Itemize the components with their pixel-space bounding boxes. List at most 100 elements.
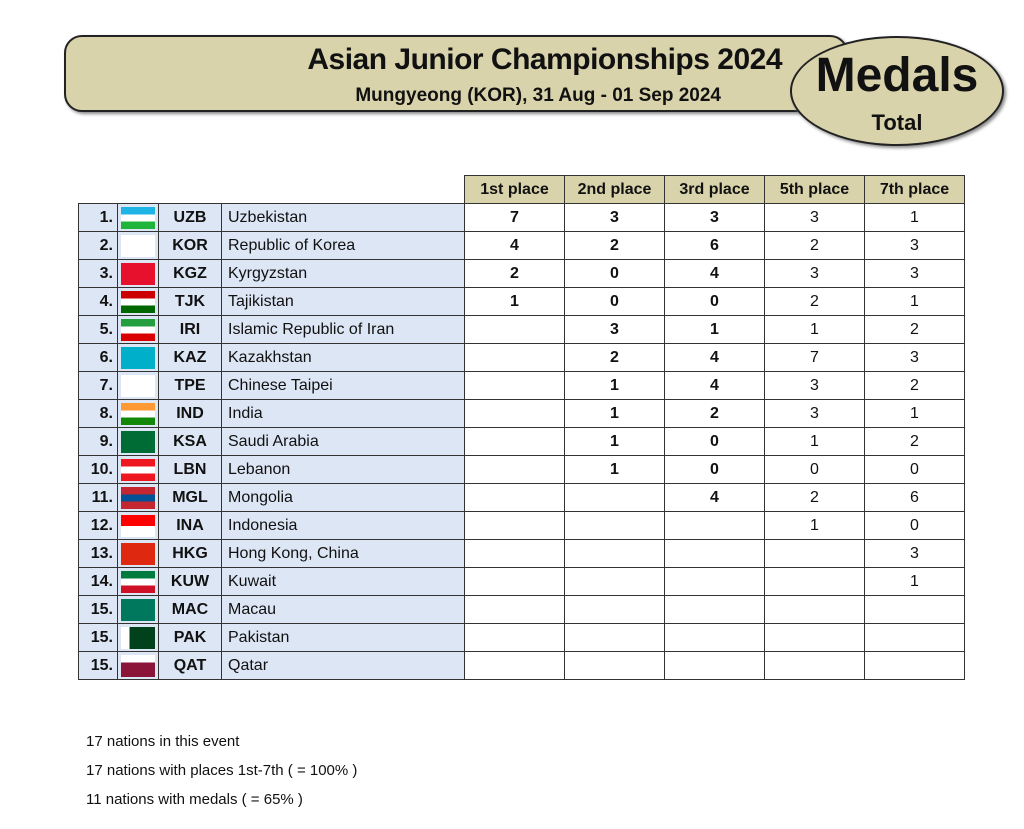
medal-count: 4 xyxy=(464,231,565,260)
flag-icon xyxy=(121,486,155,509)
country-code: QAT xyxy=(158,651,222,680)
medals-table: 1st place 2nd place 3rd place 5th place 7th … xyxy=(78,175,965,680)
medal-count xyxy=(664,623,765,652)
flag-cell xyxy=(117,595,159,624)
badge-subtitle: Total xyxy=(871,110,923,135)
medal-count: 0 xyxy=(864,511,965,540)
medal-count: 2 xyxy=(764,483,865,512)
rank: 14. xyxy=(78,567,118,596)
medal-count: 1 xyxy=(864,287,965,316)
medal-count: 3 xyxy=(664,203,765,232)
medal-count: 1 xyxy=(864,567,965,596)
country-code: INA xyxy=(158,511,222,540)
rank: 13. xyxy=(78,539,118,568)
medal-count: 2 xyxy=(764,287,865,316)
medal-count: 3 xyxy=(564,315,665,344)
medal-count: 0 xyxy=(864,455,965,484)
table-row: 3. KGZ Kyrgyzstan 2 0 4 3 3 xyxy=(78,259,965,288)
medal-count: 1 xyxy=(864,203,965,232)
medal-count: 3 xyxy=(864,259,965,288)
medal-count xyxy=(464,511,565,540)
flag-icon xyxy=(121,402,155,425)
country-name: Uzbekistan xyxy=(221,203,465,232)
country-name: Hong Kong, China xyxy=(221,539,465,568)
medal-count xyxy=(764,539,865,568)
table-row: 11. MGL Mongolia 4 2 6 xyxy=(78,483,965,512)
country-name: Tajikistan xyxy=(221,287,465,316)
medal-count xyxy=(464,595,565,624)
country-name: Mongolia xyxy=(221,483,465,512)
rank: 7. xyxy=(78,371,118,400)
medal-count: 2 xyxy=(864,371,965,400)
flag-icon xyxy=(121,318,155,341)
medal-count xyxy=(664,651,765,680)
header-spacer xyxy=(79,176,465,204)
medal-count: 2 xyxy=(664,399,765,428)
country-name: Islamic Republic of Iran xyxy=(221,315,465,344)
country-code: IND xyxy=(158,399,222,428)
medal-count xyxy=(564,651,665,680)
medal-count xyxy=(464,455,565,484)
country-code: KSA xyxy=(158,427,222,456)
medal-count: 3 xyxy=(764,259,865,288)
country-code: UZB xyxy=(158,203,222,232)
medal-count: 1 xyxy=(564,371,665,400)
table-row: 6. KAZ Kazakhstan 2 4 7 3 xyxy=(78,343,965,372)
country-name: Lebanon xyxy=(221,455,465,484)
page-title: Asian Junior Championships 2024 xyxy=(307,43,782,76)
medal-count: 3 xyxy=(864,231,965,260)
flag-icon xyxy=(121,458,155,481)
medal-count xyxy=(464,315,565,344)
title-banner: Asian Junior Championships 2024 Mungyeon… xyxy=(64,35,848,112)
flag-icon xyxy=(121,542,155,565)
flag-cell xyxy=(117,203,159,232)
table-row: 15. QAT Qatar xyxy=(78,651,965,680)
medal-count xyxy=(664,511,765,540)
rank: 15. xyxy=(78,595,118,624)
flag-cell xyxy=(117,427,159,456)
country-name: Qatar xyxy=(221,651,465,680)
badge-title: Medals xyxy=(815,49,979,102)
medal-count: 3 xyxy=(564,203,665,232)
country-name: Kazakhstan xyxy=(221,343,465,372)
medal-count xyxy=(664,595,765,624)
flag-cell xyxy=(117,651,159,680)
country-name: India xyxy=(221,399,465,428)
country-code: KOR xyxy=(158,231,222,260)
medal-count xyxy=(464,427,565,456)
medal-count: 2 xyxy=(564,231,665,260)
medal-count: 1 xyxy=(564,427,665,456)
medal-count: 2 xyxy=(764,231,865,260)
rank: 15. xyxy=(78,651,118,680)
medal-count: 7 xyxy=(764,343,865,372)
flag-cell xyxy=(117,399,159,428)
medal-count: 0 xyxy=(564,259,665,288)
medal-count xyxy=(564,539,665,568)
medal-count xyxy=(464,483,565,512)
medal-count xyxy=(564,623,665,652)
flag-cell xyxy=(117,287,159,316)
rank: 8. xyxy=(78,399,118,428)
medal-count: 0 xyxy=(664,427,765,456)
table-row: 8. IND India 1 2 3 1 xyxy=(78,399,965,428)
medal-count: 1 xyxy=(864,399,965,428)
flag-cell xyxy=(117,623,159,652)
country-code: TJK xyxy=(158,287,222,316)
country-code: KUW xyxy=(158,567,222,596)
medal-count xyxy=(764,567,865,596)
column-header: 2nd place xyxy=(564,175,665,204)
medal-count: 3 xyxy=(764,371,865,400)
table-row: 4. TJK Tajikistan 1 0 0 2 1 xyxy=(78,287,965,316)
table-row: 12. INA Indonesia 1 0 xyxy=(78,511,965,540)
medal-count: 0 xyxy=(764,455,865,484)
flag-cell xyxy=(117,343,159,372)
flag-icon xyxy=(121,206,155,229)
flag-icon xyxy=(121,346,155,369)
country-name: Chinese Taipei xyxy=(221,371,465,400)
medal-count: 6 xyxy=(864,483,965,512)
medal-count: 1 xyxy=(664,315,765,344)
medal-count xyxy=(864,595,965,624)
medals-badge: Medals Total xyxy=(790,36,1004,146)
medal-count: 1 xyxy=(564,399,665,428)
country-code: KAZ xyxy=(158,343,222,372)
